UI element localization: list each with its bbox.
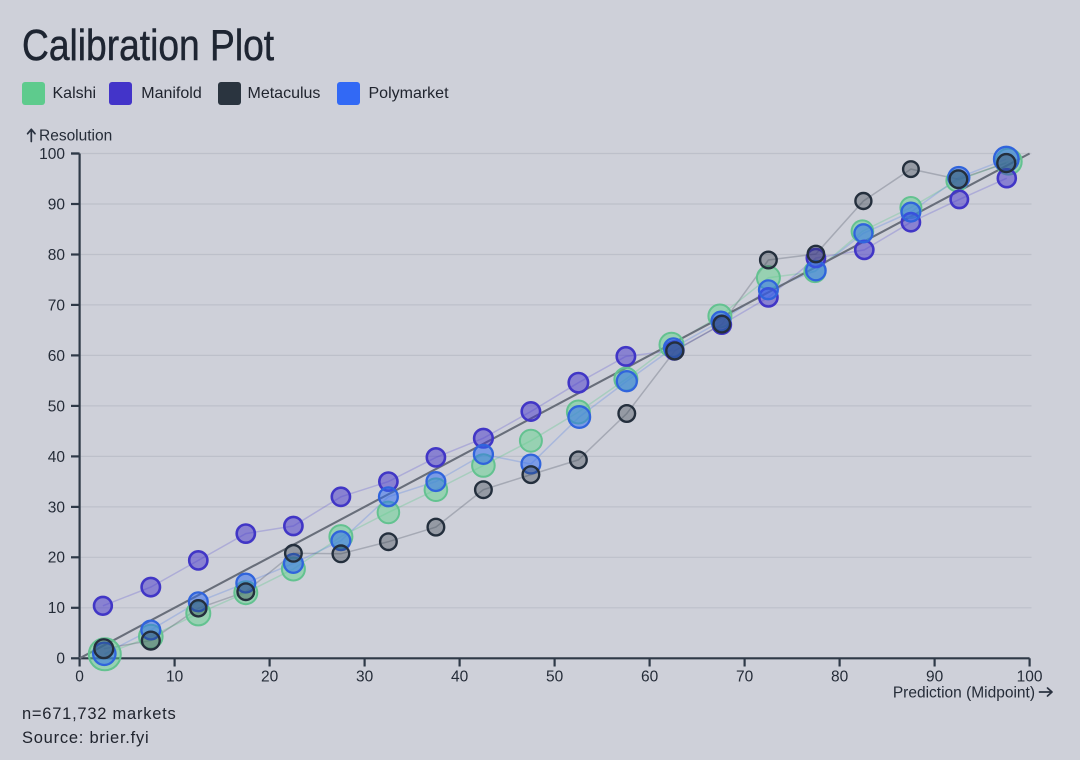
svg-text:10: 10: [48, 600, 66, 617]
svg-text:0: 0: [56, 651, 65, 668]
svg-text:30: 30: [356, 669, 374, 686]
svg-text:Resolution: Resolution: [39, 127, 112, 144]
svg-text:60: 60: [641, 669, 659, 686]
svg-text:0: 0: [75, 669, 84, 686]
svg-text:20: 20: [261, 669, 279, 686]
svg-text:100: 100: [1017, 669, 1043, 686]
svg-text:40: 40: [48, 449, 66, 466]
svg-text:50: 50: [546, 669, 564, 686]
svg-text:30: 30: [48, 499, 66, 516]
svg-text:80: 80: [831, 669, 849, 686]
svg-text:50: 50: [48, 398, 66, 415]
svg-text:70: 70: [48, 297, 66, 314]
svg-text:Prediction (Midpoint): Prediction (Midpoint): [893, 684, 1035, 701]
svg-text:100: 100: [39, 146, 65, 163]
svg-text:10: 10: [166, 669, 184, 686]
svg-text:90: 90: [48, 196, 66, 213]
svg-text:40: 40: [451, 669, 469, 686]
svg-text:60: 60: [48, 348, 66, 365]
svg-text:70: 70: [736, 669, 754, 686]
svg-text:90: 90: [926, 669, 944, 686]
svg-text:80: 80: [48, 247, 66, 264]
svg-text:20: 20: [48, 550, 66, 567]
